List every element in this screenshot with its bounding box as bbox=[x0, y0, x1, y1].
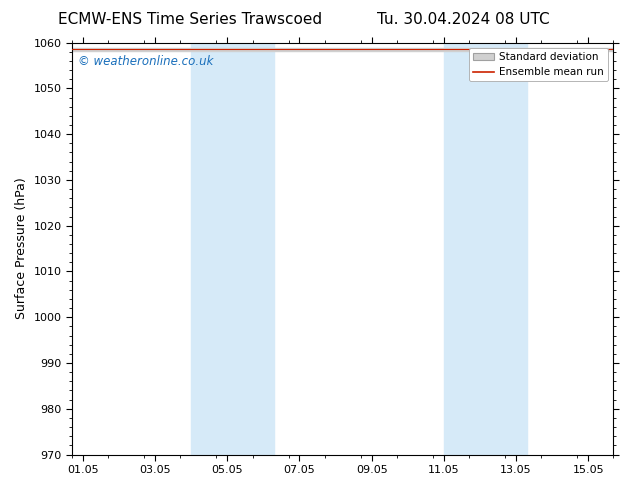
Y-axis label: Surface Pressure (hPa): Surface Pressure (hPa) bbox=[15, 178, 28, 319]
Text: ECMW-ENS Time Series Trawscoed: ECMW-ENS Time Series Trawscoed bbox=[58, 12, 322, 27]
Bar bbox=[444, 43, 527, 455]
Text: © weatheronline.co.uk: © weatheronline.co.uk bbox=[77, 55, 213, 68]
Legend: Standard deviation, Ensemble mean run: Standard deviation, Ensemble mean run bbox=[469, 48, 608, 81]
Bar bbox=[191, 43, 274, 455]
Text: Tu. 30.04.2024 08 UTC: Tu. 30.04.2024 08 UTC bbox=[377, 12, 549, 27]
